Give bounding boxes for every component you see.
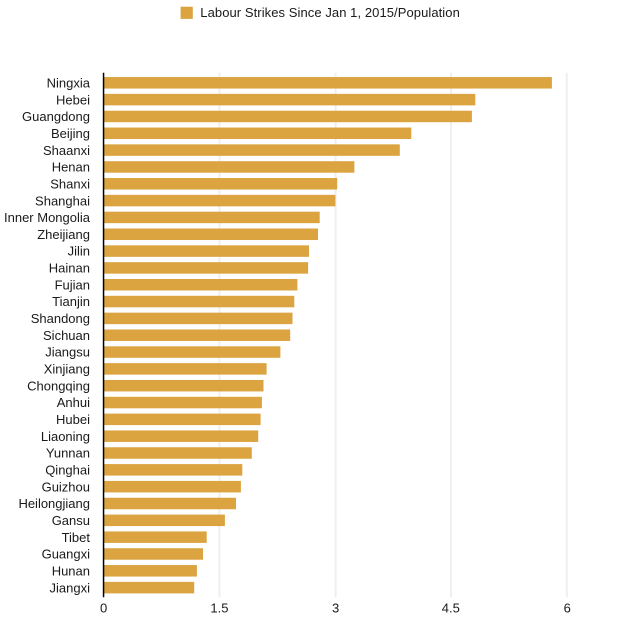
svg-text:Shaanxi: Shaanxi: [43, 143, 90, 158]
svg-text:0: 0: [100, 601, 107, 616]
svg-text:Guizhou: Guizhou: [42, 479, 90, 494]
svg-text:Liaoning: Liaoning: [41, 429, 90, 444]
svg-text:6: 6: [564, 601, 571, 616]
svg-text:Hebei: Hebei: [56, 92, 90, 107]
svg-text:Jiangsu: Jiangsu: [45, 345, 90, 360]
svg-text:Guangxi: Guangxi: [42, 547, 91, 562]
svg-text:1.5: 1.5: [210, 601, 228, 616]
svg-text:Heilongjiang: Heilongjiang: [18, 496, 90, 511]
svg-text:Shanxi: Shanxi: [50, 176, 90, 191]
svg-text:Jilin: Jilin: [68, 244, 90, 259]
svg-text:Tianjin: Tianjin: [52, 294, 90, 309]
svg-text:Fujian: Fujian: [55, 277, 90, 292]
svg-text:Tibet: Tibet: [62, 530, 91, 545]
svg-text:3: 3: [332, 601, 339, 616]
svg-text:Xinjiang: Xinjiang: [44, 362, 90, 377]
svg-text:Henan: Henan: [52, 160, 90, 175]
svg-text:Guangdong: Guangdong: [22, 109, 90, 124]
svg-text:Hunan: Hunan: [52, 563, 90, 578]
svg-text:Hubei: Hubei: [56, 412, 90, 427]
svg-text:Sichuan: Sichuan: [43, 328, 90, 343]
svg-text:Beijing: Beijing: [51, 126, 90, 141]
svg-text:Zheijiang: Zheijiang: [37, 227, 90, 242]
svg-text:Ningxia: Ningxia: [47, 75, 91, 90]
svg-text:Hainan: Hainan: [49, 261, 90, 276]
svg-text:Shanghai: Shanghai: [35, 193, 90, 208]
svg-text:Inner Mongolia: Inner Mongolia: [4, 210, 91, 225]
svg-text:Gansu: Gansu: [52, 513, 90, 528]
svg-text:4.5: 4.5: [442, 601, 460, 616]
svg-text:Chongqing: Chongqing: [27, 378, 90, 393]
svg-text:Jiangxi: Jiangxi: [50, 580, 91, 595]
svg-text:Anhui: Anhui: [57, 395, 90, 410]
svg-text:Labour Strikes Since Jan 1, 20: Labour Strikes Since Jan 1, 2015/Populat…: [200, 5, 460, 20]
svg-text:Qinghai: Qinghai: [45, 462, 90, 477]
svg-text:Yunnan: Yunnan: [46, 446, 90, 461]
svg-text:Shandong: Shandong: [31, 311, 90, 326]
